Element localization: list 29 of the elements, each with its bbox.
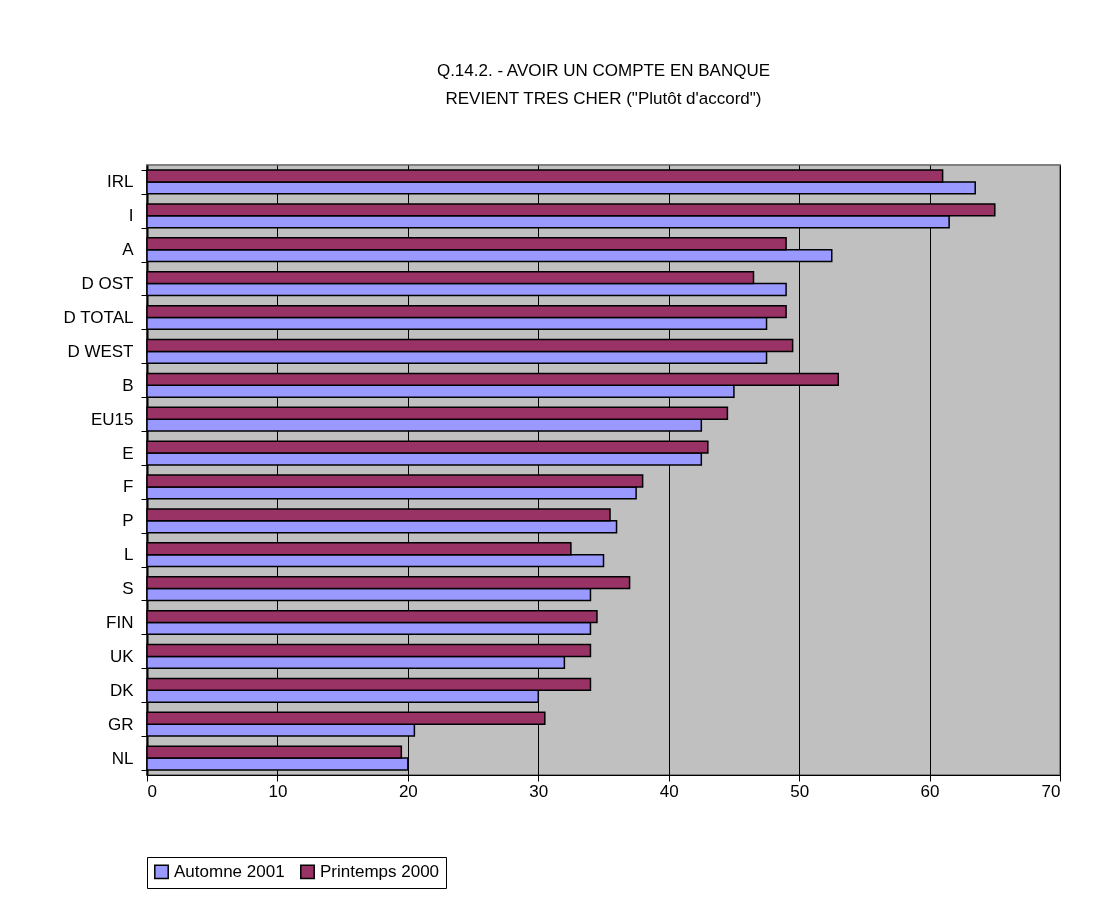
x-tick-label: 50 — [790, 781, 810, 801]
y-tick-label: IRL — [107, 172, 134, 192]
y-tick-label: E — [122, 443, 134, 463]
legend-label: Printemps 2000 — [320, 861, 440, 881]
y-tick-label: A — [122, 240, 135, 260]
x-tick-label: 0 — [147, 781, 157, 801]
y-tick-label: B — [122, 375, 134, 395]
chart-title: Q.14.2. - AVOIR UN COMPTE EN BANQUE REVIENT TRES CHER ("Plutôt d'accord") — [436, 61, 771, 108]
y-tick-label: I — [128, 206, 134, 226]
y-tick-label: D TOTAL — [63, 308, 134, 327]
y-tick-label: GR — [108, 714, 134, 734]
x-tick-label: 40 — [659, 781, 679, 801]
y-tick-label: UK — [109, 646, 135, 666]
y-tick-label: D OST — [81, 274, 134, 294]
y-tick-label: S — [122, 579, 134, 599]
y-tick-label: F — [123, 477, 134, 497]
x-tick-label: 60 — [920, 781, 940, 801]
y-tick-label: FIN — [106, 613, 134, 632]
x-tick-label: 70 — [1041, 781, 1061, 801]
y-tick-label: EU15 — [90, 409, 134, 429]
y-tick-label: NL — [111, 748, 134, 768]
legend-label: Automne 2001 — [174, 861, 285, 881]
x-tick-label: 10 — [268, 781, 288, 801]
y-tick-label: D WEST — [67, 341, 134, 361]
y-tick-label: DK — [109, 680, 135, 700]
y-tick-label: L — [124, 545, 134, 565]
y-tick-label: P — [122, 511, 134, 531]
x-tick-label: 30 — [529, 781, 549, 801]
x-tick-label: 20 — [398, 781, 418, 801]
